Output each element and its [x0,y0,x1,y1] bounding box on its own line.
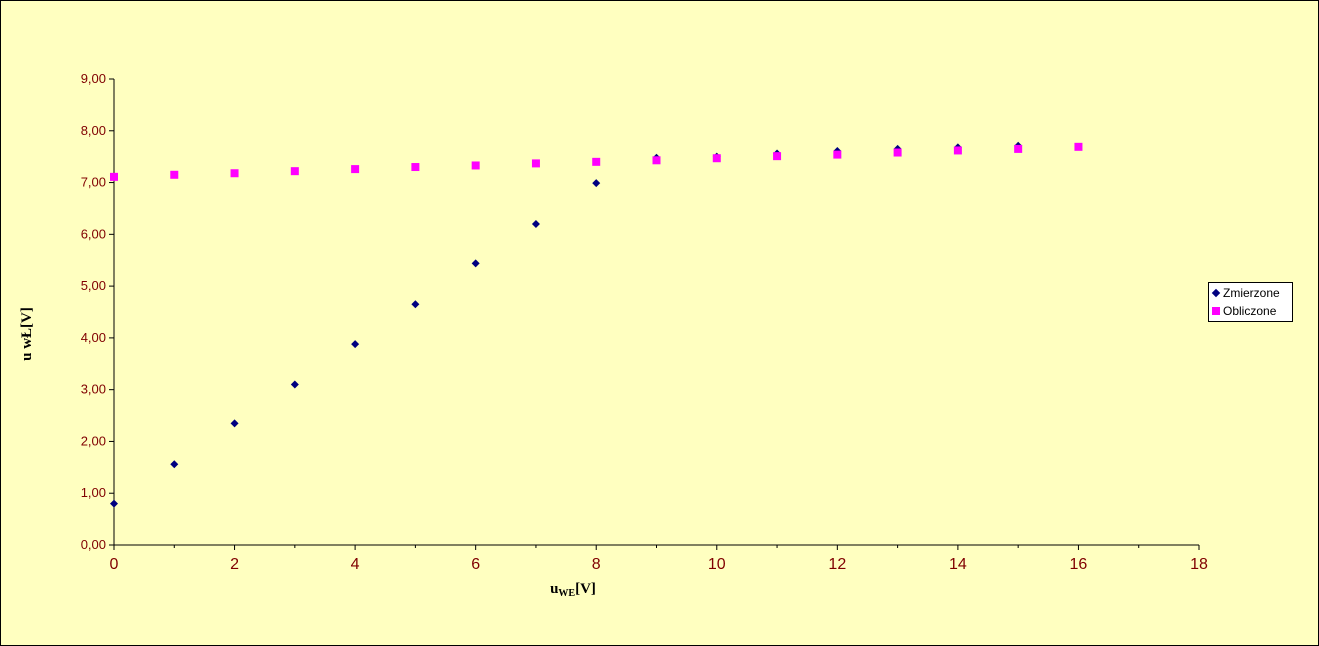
point-zmierzone [592,179,601,188]
point-obliczone [1014,144,1023,153]
point-zmierzone [411,300,420,309]
point-zmierzone [110,499,118,508]
point-obliczone [110,172,118,181]
square-marker-icon [1212,306,1220,315]
y-tick-label: 8,00 [81,123,106,138]
y-tick-labels: 0,00 1,00 2,00 3,00 4,00 5,00 6,00 7,00 8,00 9,00 [81,71,106,552]
data-points [110,141,1083,508]
y-tick-label: 2,00 [81,433,106,448]
x-tick-label: 16 [1070,556,1088,573]
point-zmierzone [230,419,239,428]
y-tick-label: 3,00 [81,382,106,397]
y-tick-label: 7,00 [81,175,106,190]
y-tick-label: 0,00 [81,537,106,552]
y-tick-label: 6,00 [81,226,106,241]
x-tick-label: 0 [110,556,119,573]
point-zmierzone [351,340,360,349]
point-obliczone [290,167,299,176]
y-axis-title: u wŁ[V] [19,307,35,361]
point-obliczone [471,161,480,170]
y-tick-label: 1,00 [81,485,106,500]
point-obliczone [652,156,661,165]
axes [109,78,1200,550]
point-obliczone [411,163,420,172]
point-obliczone [1074,142,1083,151]
x-tick-label: 18 [1190,556,1208,573]
point-zmierzone [471,259,480,268]
point-zmierzone [170,460,179,469]
point-obliczone [230,169,239,178]
point-obliczone [773,152,782,161]
x-tick-label: 6 [471,556,480,573]
y-tick-label: 4,00 [81,330,106,345]
x-tick-label: 8 [592,556,601,573]
legend-label-zmierzone: Zmierzone [1223,286,1280,300]
legend-item-obliczone: Obliczone [1212,303,1276,319]
y-tick-label: 5,00 [81,278,106,293]
point-obliczone [893,148,902,157]
x-axis-title: uWE[V] [550,581,596,599]
point-obliczone [712,154,721,163]
x-tick-labels: 0 2 4 6 8 10 12 14 16 18 [110,556,1208,573]
y-tick-label: 9,00 [81,71,106,86]
diamond-marker-icon [1211,288,1221,298]
legend-label-obliczone: Obliczone [1223,304,1277,318]
point-obliczone [833,150,842,159]
point-obliczone [953,146,962,155]
x-tick-label: 2 [230,556,239,573]
legend: Zmierzone Obliczone [1208,282,1293,322]
legend-item-zmierzone: Zmierzone [1211,285,1280,301]
x-tick-label: 12 [828,556,846,573]
point-obliczone [351,165,360,174]
point-obliczone [531,159,540,168]
x-tick-label: 10 [708,556,726,573]
point-zmierzone [531,219,540,228]
x-tick-label: 4 [351,556,360,573]
point-obliczone [170,170,179,179]
point-obliczone [592,157,601,166]
x-tick-label: 14 [949,556,967,573]
point-zmierzone [290,380,299,389]
